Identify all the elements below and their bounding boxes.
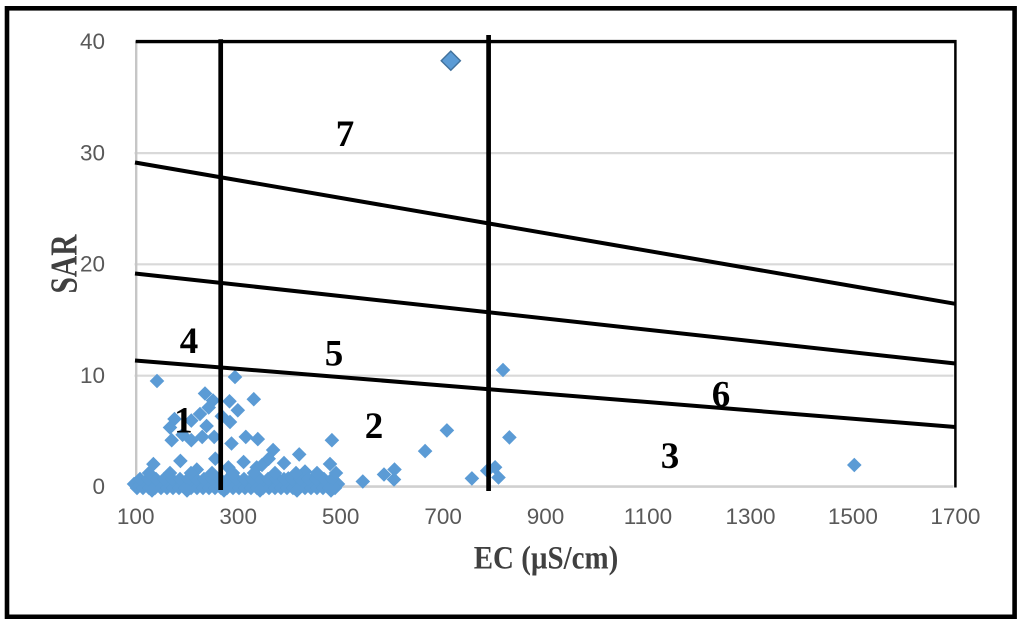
svg-text:900: 900 bbox=[527, 504, 565, 529]
svg-text:4: 4 bbox=[180, 321, 199, 362]
svg-text:1500: 1500 bbox=[828, 504, 878, 529]
svg-text:20: 20 bbox=[80, 252, 105, 277]
svg-text:2: 2 bbox=[365, 406, 384, 447]
svg-text:7: 7 bbox=[336, 114, 355, 155]
svg-text:10: 10 bbox=[80, 363, 105, 388]
svg-text:1100: 1100 bbox=[624, 504, 672, 529]
svg-text:5: 5 bbox=[325, 334, 344, 375]
svg-text:EC (µS/cm): EC (µS/cm) bbox=[474, 541, 619, 577]
svg-text:40: 40 bbox=[80, 29, 105, 54]
svg-text:300: 300 bbox=[219, 504, 257, 529]
svg-text:1300: 1300 bbox=[725, 504, 775, 529]
svg-text:700: 700 bbox=[424, 504, 462, 529]
svg-text:500: 500 bbox=[322, 504, 360, 529]
svg-text:100: 100 bbox=[117, 504, 155, 529]
svg-text:6: 6 bbox=[712, 375, 731, 416]
svg-text:SAR: SAR bbox=[44, 234, 86, 293]
svg-text:0: 0 bbox=[92, 474, 105, 499]
svg-text:30: 30 bbox=[80, 140, 105, 165]
svg-text:3: 3 bbox=[661, 436, 680, 477]
svg-text:1700: 1700 bbox=[930, 504, 980, 529]
svg-text:1: 1 bbox=[174, 400, 193, 441]
